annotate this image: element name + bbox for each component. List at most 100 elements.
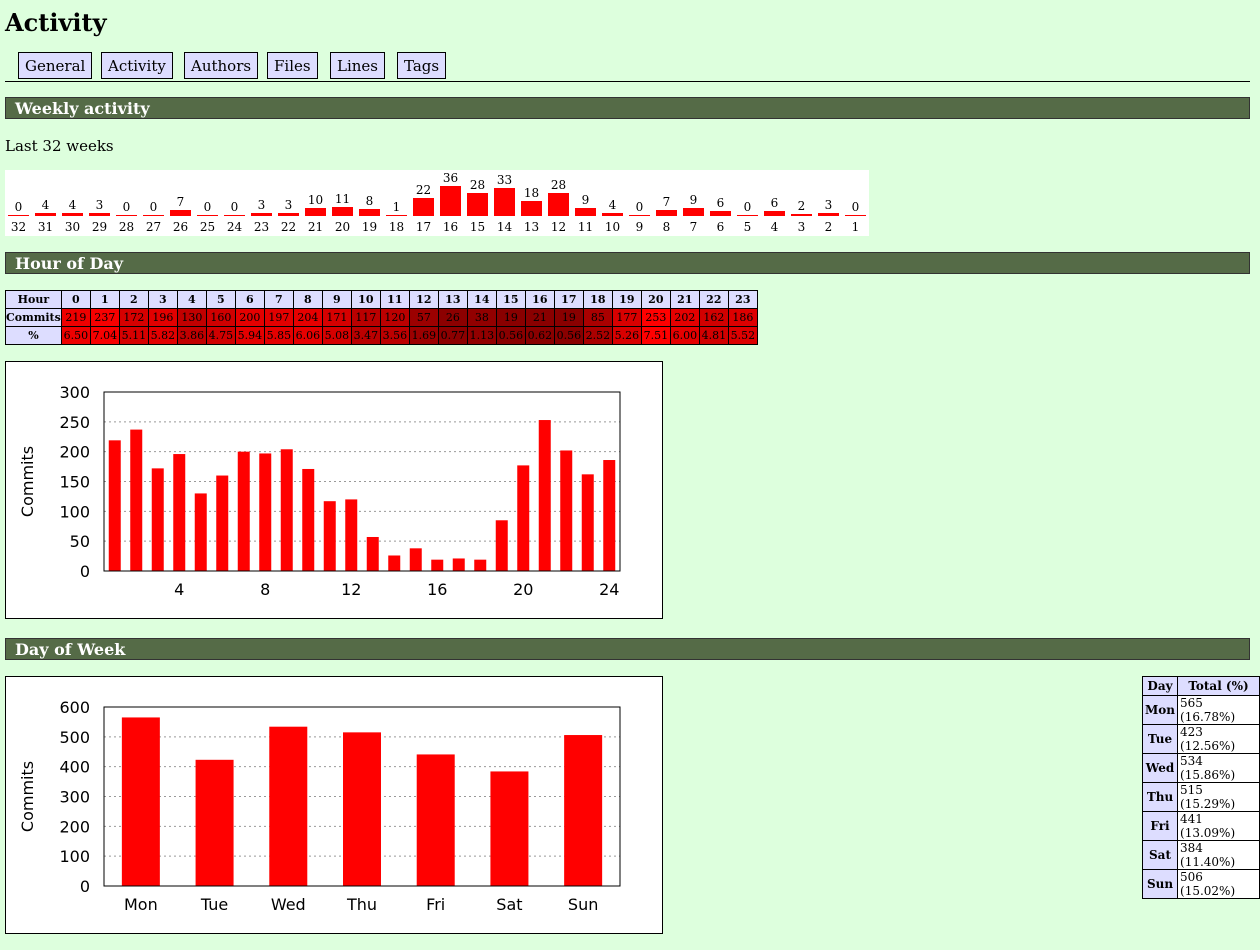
nav-general[interactable]: General [18, 52, 93, 79]
nav-files[interactable]: Files [267, 52, 318, 79]
hour-header-cell: 7 [263, 290, 294, 309]
week-column: 0 32 [5, 170, 32, 236]
weekly-activity-chart: 0 32 4 31 4 30 3 29 0 28 0 27 7 26 0 25 0 24 3 23 3 22 10 21 11 2… [5, 170, 869, 236]
day-bar [195, 759, 234, 886]
hour-bar [108, 440, 121, 571]
hour-commits-cell: 196 [147, 308, 178, 327]
week-value: 6 [770, 196, 779, 210]
day-name-cell: Sun [1141, 869, 1179, 899]
day-row: Wed 534 (15.86%) [1141, 753, 1260, 783]
day-of-week-table: Day Total (%) Mon 565 (16.78%) Tue 423 (12.… [1141, 676, 1260, 899]
hour-bar [151, 468, 164, 571]
week-label: 13 [523, 220, 540, 234]
section-hour-of-day: Hour of Day [5, 252, 1250, 274]
day-total-cell: 515 (15.29%) [1177, 782, 1260, 812]
hour-of-day-table: Hour 0 1 2 3 4 5 6 7 8 9 10 11 12 13 14 15 16 17 18 19 20 21 22… [5, 290, 758, 345]
hour-percent-cell: 7.04 [89, 326, 120, 345]
x-tick-label: Tue [200, 895, 228, 914]
week-column: 33 14 [491, 170, 518, 236]
week-column: 3 22 [275, 170, 302, 236]
week-value: 4 [41, 198, 50, 212]
week-value: 6 [716, 196, 725, 210]
hour-percent-cell: 5.08 [321, 326, 352, 345]
hour-header-cell: 17 [553, 290, 584, 309]
week-label: 1 [851, 220, 860, 234]
week-value: 0 [851, 200, 860, 214]
percent-row-header: % [5, 326, 62, 345]
week-value: 28 [550, 178, 567, 192]
hour-percent-cell: 5.94 [234, 326, 265, 345]
hour-percent-cell: 5.11 [118, 326, 149, 345]
nav-activity[interactable]: Activity [101, 52, 173, 79]
week-label: 11 [577, 220, 594, 234]
day-total-cell: 423 (12.56%) [1177, 724, 1260, 754]
week-label: 9 [635, 220, 644, 234]
week-column: 1 18 [383, 170, 410, 236]
week-value: 18 [523, 186, 540, 200]
week-value: 4 [68, 198, 77, 212]
day-total-cell: 441 (13.09%) [1177, 811, 1260, 841]
nav-tags[interactable]: Tags [397, 52, 447, 79]
hour-header-cell: 2 [118, 290, 149, 309]
y-tick-label: 100 [59, 502, 90, 521]
hour-bar [194, 493, 207, 571]
hour-header-cell: 9 [321, 290, 352, 309]
week-bar [845, 215, 866, 216]
y-tick-label: 150 [59, 473, 90, 492]
nav-lines[interactable]: Lines [330, 52, 385, 79]
week-label: 27 [145, 220, 162, 234]
week-column: 22 17 [410, 170, 437, 236]
day-bar [121, 717, 160, 886]
week-value: 0 [149, 200, 158, 214]
week-bar [359, 209, 380, 216]
section-weekly-activity: Weekly activity [5, 97, 1250, 119]
hour-percent-cell: 7.51 [640, 326, 671, 345]
hour-bar [259, 453, 272, 571]
x-tick-label: 4 [174, 580, 184, 599]
hour-percent-cell: 0.77 [437, 326, 468, 345]
hour-percent-cell: 3.56 [379, 326, 410, 345]
hour-bar [409, 548, 422, 571]
day-total-cell: 565 (16.78%) [1177, 695, 1260, 725]
hour-bar [130, 429, 143, 571]
hour-bar [173, 454, 186, 571]
hour-commits-cell: 253 [640, 308, 671, 327]
day-bar [269, 726, 308, 886]
week-value: 0 [230, 200, 239, 214]
hour-header-cell: 1 [89, 290, 120, 309]
day-bar [343, 732, 381, 886]
hour-header-cell: 8 [292, 290, 323, 309]
nav-authors[interactable]: Authors [184, 52, 259, 79]
week-value: 11 [334, 192, 351, 206]
hour-header-cell: 23 [727, 290, 758, 309]
hour-commits-cell: 130 [176, 308, 207, 327]
week-bar [413, 198, 434, 216]
week-column: 36 16 [437, 170, 464, 236]
week-value: 8 [365, 194, 374, 208]
week-column: 28 15 [464, 170, 491, 236]
week-label: 10 [604, 220, 621, 234]
hour-commits-cell: 197 [263, 308, 294, 327]
week-column: 18 13 [518, 170, 545, 236]
y-axis-label: Commits [18, 446, 37, 517]
week-value: 3 [257, 198, 266, 212]
hour-percent-cell: 4.81 [698, 326, 729, 345]
hour-bar [302, 468, 315, 571]
week-bar [440, 186, 461, 216]
hour-percent-cell: 0.62 [524, 326, 555, 345]
week-bar [143, 215, 164, 216]
week-value: 1 [392, 200, 401, 214]
hour-header-cell: 13 [437, 290, 468, 309]
week-label: 3 [797, 220, 806, 234]
hour-percent-cell: 5.26 [611, 326, 642, 345]
hour-bar [538, 420, 551, 571]
week-column: 0 27 [140, 170, 167, 236]
week-value: 22 [415, 183, 432, 197]
week-label: 23 [253, 220, 270, 234]
day-bar [416, 754, 455, 886]
hour-row-header: Hour [5, 290, 62, 309]
section-day-of-week: Day of Week [5, 638, 1250, 660]
hour-header-cell: 22 [698, 290, 729, 309]
day-total-cell: 506 (15.02%) [1177, 869, 1260, 899]
